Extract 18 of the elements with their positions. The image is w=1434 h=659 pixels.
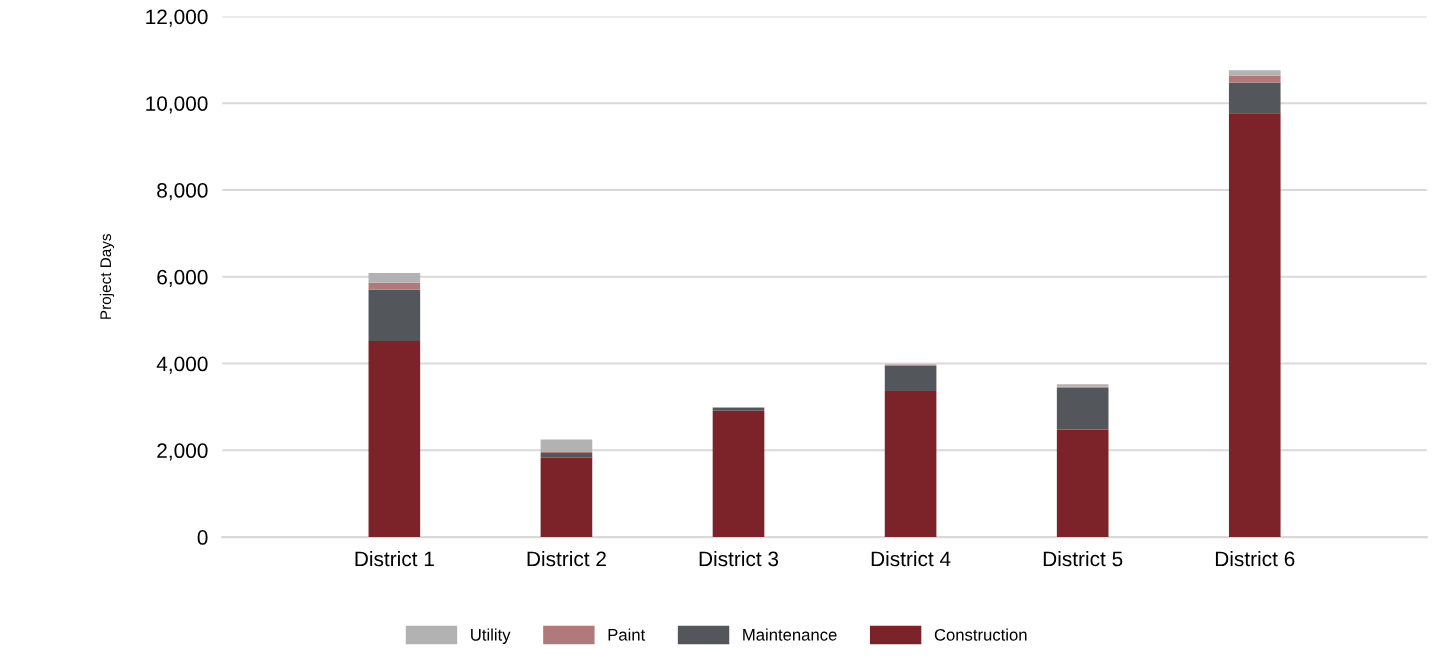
y-tick-label: 8,000 [157, 183, 208, 201]
y-tick-label: 6,000 [157, 269, 208, 287]
legend-label: Maintenance [743, 628, 837, 641]
x-tick-label: District 3 [699, 550, 779, 567]
x-tick-label: District 1 [355, 550, 434, 567]
y-tick-label: 4,000 [156, 356, 208, 374]
x-tick-label: District 6 [1215, 550, 1295, 567]
y-axis-title: Project Days [99, 234, 115, 319]
x-tick-label: District 4 [871, 550, 951, 567]
legend-label: Paint [608, 628, 646, 641]
legend-label: Construction [934, 628, 1027, 641]
x-tick-label: District 2 [527, 550, 606, 567]
y-tick-label: 10,000 [146, 96, 208, 114]
y-tick-label: 2,000 [157, 443, 208, 461]
y-tick-label: 0 [197, 530, 208, 545]
y-tick-label: 12,000 [146, 9, 208, 27]
legend-label: Utility [471, 628, 511, 644]
x-tick-label: District 5 [1043, 550, 1123, 567]
